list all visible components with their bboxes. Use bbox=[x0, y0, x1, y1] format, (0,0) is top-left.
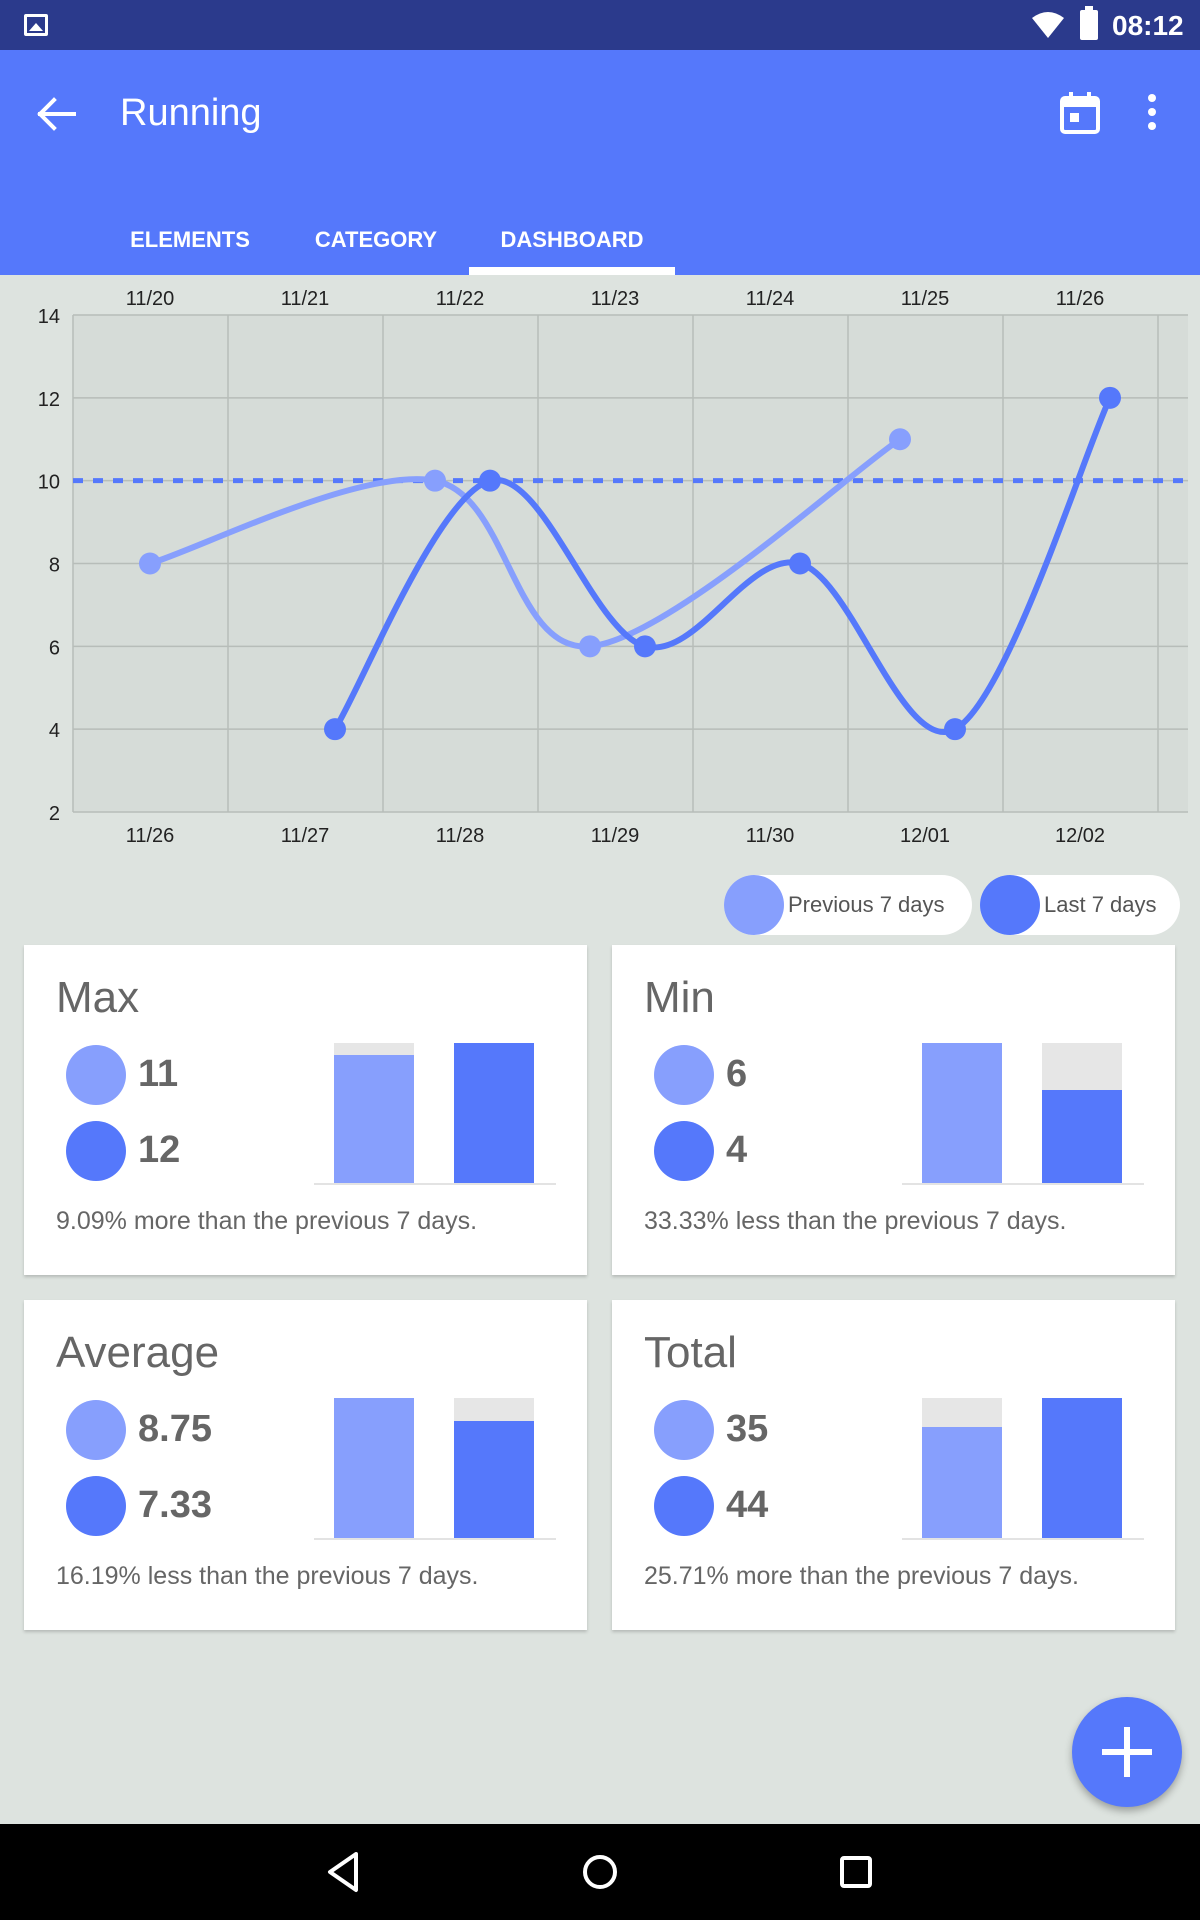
last-bar bbox=[1042, 1043, 1122, 1183]
previous-point bbox=[579, 635, 601, 658]
legend-previous: Previous 7 days bbox=[724, 875, 972, 935]
more-vert-icon[interactable] bbox=[1140, 90, 1164, 138]
y-tick-label: 6 bbox=[49, 637, 60, 659]
back-triangle-icon[interactable] bbox=[318, 1846, 370, 1898]
recents-square-icon[interactable] bbox=[830, 1846, 882, 1898]
y-tick-label: 14 bbox=[38, 306, 60, 328]
tab-category[interactable]: CATEGORY bbox=[314, 227, 438, 252]
status-time: 08:12 bbox=[1112, 10, 1184, 41]
last-dot bbox=[654, 1476, 714, 1536]
previous-series-line bbox=[147, 436, 903, 650]
previous-value: 6 bbox=[726, 1053, 748, 1095]
app-bar: Running ELEMENTS CATEGORY DASHBOARD bbox=[0, 50, 1200, 275]
x-tick-label-bottom: 11/26 bbox=[126, 825, 175, 847]
previous-dot bbox=[654, 1045, 714, 1105]
previous-bar bbox=[922, 1398, 1002, 1538]
x-tick-label-top: 11/25 bbox=[901, 288, 950, 310]
x-tick-label-bottom: 11/30 bbox=[746, 825, 795, 847]
last-dot bbox=[66, 1476, 126, 1536]
previous-point bbox=[889, 428, 911, 451]
total-card: Total 35 44 25.71% more than the previou… bbox=[612, 1300, 1175, 1630]
legend-last-swatch bbox=[980, 875, 1040, 935]
line-chart: 2 4 6 8 10 12 14 11/20 11/21 11/22 11/23 11/24 11/25… bbox=[38, 288, 1188, 847]
navigation-bar bbox=[0, 1824, 1200, 1920]
last-value: 4 bbox=[726, 1129, 748, 1171]
y-tick-label: 2 bbox=[49, 803, 60, 825]
min-card: Min 6 4 33.33% less than the previous 7 … bbox=[612, 945, 1175, 1275]
back-arrow-icon[interactable] bbox=[30, 88, 82, 140]
legend-last: Last 7 days bbox=[980, 875, 1180, 935]
comparison-bars bbox=[902, 1043, 1144, 1185]
previous-value: 35 bbox=[726, 1408, 769, 1450]
battery-icon bbox=[1080, 6, 1098, 40]
previous-value: 11 bbox=[138, 1053, 179, 1095]
x-tick-label-top: 11/22 bbox=[436, 288, 485, 310]
card-description: 33.33% less than the previous 7 days. bbox=[644, 1207, 1067, 1235]
x-tick-label-top: 11/20 bbox=[126, 288, 175, 310]
last-value: 44 bbox=[726, 1484, 769, 1526]
last-point bbox=[1099, 386, 1121, 409]
previous-value: 8.75 bbox=[138, 1408, 212, 1450]
tab-dashboard[interactable]: DASHBOARD bbox=[469, 205, 675, 275]
last-bar bbox=[454, 1043, 534, 1183]
page-title: Running bbox=[120, 92, 262, 134]
tab-bar: ELEMENTS CATEGORY DASHBOARD bbox=[0, 205, 1200, 275]
x-tick-label-top: 11/26 bbox=[1056, 288, 1105, 310]
last-point bbox=[634, 635, 656, 658]
y-tick-label: 4 bbox=[49, 720, 60, 742]
y-tick-label: 8 bbox=[49, 555, 60, 577]
card-description: 9.09% more than the previous 7 days. bbox=[56, 1207, 478, 1235]
previous-dot bbox=[66, 1045, 126, 1105]
card-title: Average bbox=[56, 1328, 220, 1377]
previous-bar bbox=[334, 1398, 414, 1538]
status-bar: 08:12 bbox=[0, 0, 1200, 50]
y-tick-label: 10 bbox=[38, 472, 60, 494]
last-point bbox=[479, 469, 501, 492]
card-title: Min bbox=[644, 973, 715, 1022]
legend-previous-swatch bbox=[724, 875, 784, 935]
card-title: Total bbox=[644, 1328, 737, 1377]
previous-bar bbox=[334, 1043, 414, 1183]
x-tick-label-top: 11/24 bbox=[746, 288, 795, 310]
last-value: 7.33 bbox=[138, 1484, 212, 1526]
last-point bbox=[324, 718, 346, 741]
previous-bar bbox=[922, 1043, 1002, 1183]
comparison-bars bbox=[314, 1398, 556, 1540]
last-bar bbox=[454, 1398, 534, 1538]
last-dot bbox=[66, 1121, 126, 1181]
last-point bbox=[789, 552, 811, 575]
card-description: 16.19% less than the previous 7 days. bbox=[56, 1562, 479, 1590]
previous-point bbox=[139, 552, 161, 575]
max-card: Max 11 12 9.09% more than the previous 7… bbox=[24, 945, 587, 1275]
previous-dot bbox=[66, 1400, 126, 1460]
x-tick-label-bottom: 12/02 bbox=[1055, 825, 1105, 847]
legend-last-label: Last 7 days bbox=[1044, 892, 1157, 917]
calendar-icon[interactable] bbox=[1058, 90, 1102, 136]
last-series-line bbox=[332, 394, 1113, 735]
home-circle-icon[interactable] bbox=[574, 1846, 626, 1898]
gallery-icon bbox=[24, 14, 48, 36]
tab-elements[interactable]: ELEMENTS bbox=[130, 227, 250, 252]
x-tick-label-bottom: 11/28 bbox=[436, 825, 485, 847]
x-tick-label-top: 11/23 bbox=[591, 288, 640, 310]
card-description: 25.71% more than the previous 7 days. bbox=[644, 1562, 1079, 1590]
previous-point bbox=[424, 469, 446, 492]
card-title: Max bbox=[56, 973, 140, 1022]
average-card: Average 8.75 7.33 16.19% less than the p… bbox=[24, 1300, 587, 1630]
add-entry-button[interactable] bbox=[1072, 1697, 1182, 1807]
x-tick-label-bottom: 11/29 bbox=[591, 825, 640, 847]
y-tick-label: 12 bbox=[38, 389, 60, 411]
wifi-icon bbox=[1032, 12, 1064, 38]
last-value: 12 bbox=[138, 1129, 181, 1171]
x-tick-label-top: 11/21 bbox=[281, 288, 330, 310]
last-dot bbox=[654, 1121, 714, 1181]
comparison-bars bbox=[314, 1043, 556, 1185]
comparison-bars bbox=[902, 1398, 1144, 1540]
legend-previous-label: Previous 7 days bbox=[788, 892, 945, 917]
previous-dot bbox=[654, 1400, 714, 1460]
last-bar bbox=[1042, 1398, 1122, 1538]
x-tick-label-bottom: 12/01 bbox=[900, 825, 950, 847]
x-tick-label-bottom: 11/27 bbox=[281, 825, 330, 847]
last-point bbox=[944, 718, 966, 741]
